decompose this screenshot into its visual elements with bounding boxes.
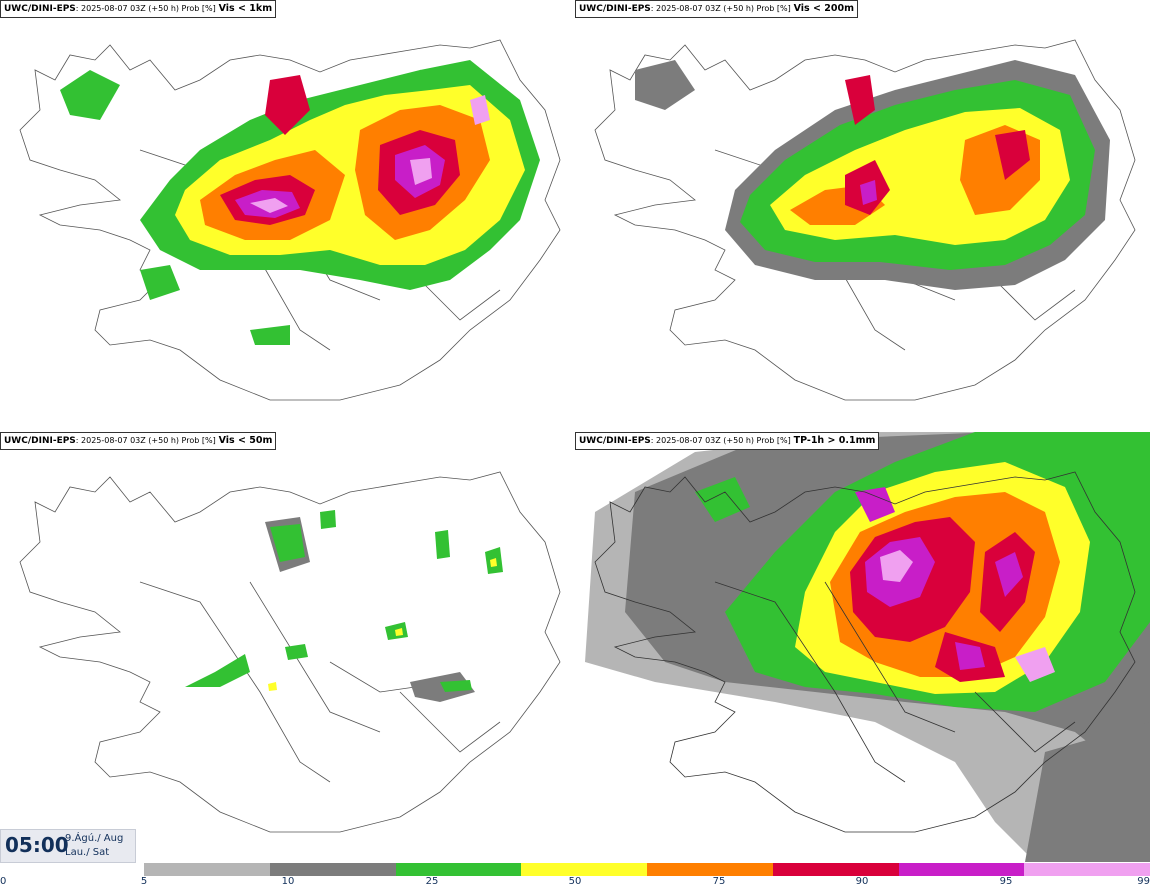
map-tp1h — [585, 432, 1150, 862]
map-panel-vis-200m: UWC/DINI-EPS: 2025-08-07 03Z (+50 h) Pro… — [575, 0, 1150, 430]
run-meta: : 2025-08-07 03Z (+50 h) Prob [%] — [75, 4, 216, 13]
variable-label: Vis < 1km — [218, 3, 273, 14]
colorbar-segment — [1024, 863, 1150, 876]
map-vis-1km — [19, 39, 561, 401]
colorbar-tick-label: 10 — [281, 876, 295, 887]
variable-label: TP-1h > 0.1mm — [793, 435, 876, 446]
source-label: UWC/DINI-EPS — [579, 4, 651, 14]
colorbar-tick-label: 50 — [568, 876, 582, 887]
panel-title: UWC/DINI-EPS: 2025-08-07 03Z (+50 h) Pro… — [0, 432, 277, 450]
colorbar-segment — [521, 863, 647, 876]
panel-title: UWC/DINI-EPS: 2025-08-07 03Z (+50 h) Pro… — [575, 0, 858, 18]
colorbar-segment — [772, 863, 899, 876]
map-vis-200m — [594, 39, 1136, 401]
colorbar-tick-label: 99 — [1137, 876, 1150, 887]
run-meta: : 2025-08-07 03Z (+50 h) Prob [%] — [650, 4, 791, 13]
run-meta: : 2025-08-07 03Z (+50 h) Prob [%] — [75, 436, 216, 445]
map-vis-50m — [19, 471, 561, 833]
panel-title: UWC/DINI-EPS: 2025-08-07 03Z (+50 h) Pro… — [575, 432, 880, 450]
colorbar-segment — [144, 863, 270, 876]
source-label: UWC/DINI-EPS — [4, 4, 76, 14]
date-line-2: Lau./ Sat — [65, 847, 110, 858]
variable-label: Vis < 50m — [218, 435, 273, 446]
colorbar-tick-label: 90 — [855, 876, 869, 887]
source-label: UWC/DINI-EPS — [579, 436, 651, 446]
valid-time: 05:00 — [5, 833, 69, 857]
source-label: UWC/DINI-EPS — [4, 436, 76, 446]
colorbar-tick-label: 0 — [0, 876, 7, 887]
probability-colorbar — [144, 863, 1150, 876]
valid-date: 9.Ágú./ Aug Lau./ Sat — [65, 832, 123, 860]
colorbar-tick-label: 95 — [999, 876, 1013, 887]
run-meta: : 2025-08-07 03Z (+50 h) Prob [%] — [650, 436, 791, 445]
variable-label: Vis < 200m — [793, 3, 854, 14]
panel-title: UWC/DINI-EPS: 2025-08-07 03Z (+50 h) Pro… — [0, 0, 277, 18]
colorbar-segment — [395, 863, 522, 876]
colorbar-tick-label: 75 — [712, 876, 726, 887]
colorbar-tick-label: 25 — [425, 876, 439, 887]
colorbar-segment — [269, 863, 396, 876]
date-line-1: 9.Ágú./ Aug — [65, 833, 124, 844]
valid-time-box: 05:00 9.Ágú./ Aug Lau./ Sat — [0, 829, 136, 863]
colorbar-segment — [898, 863, 1025, 876]
colorbar-ticks: 0 5 10 25 50 75 90 95 99 — [0, 876, 1150, 891]
colorbar-segment — [647, 863, 773, 876]
colorbar-tick-label: 5 — [140, 876, 148, 887]
map-panel-tp1h: UWC/DINI-EPS: 2025-08-07 03Z (+50 h) Pro… — [575, 432, 1150, 862]
map-panel-vis-1km: UWC/DINI-EPS: 2025-08-07 03Z (+50 h) Pro… — [0, 0, 575, 430]
map-panel-vis-50m: UWC/DINI-EPS: 2025-08-07 03Z (+50 h) Pro… — [0, 432, 575, 862]
